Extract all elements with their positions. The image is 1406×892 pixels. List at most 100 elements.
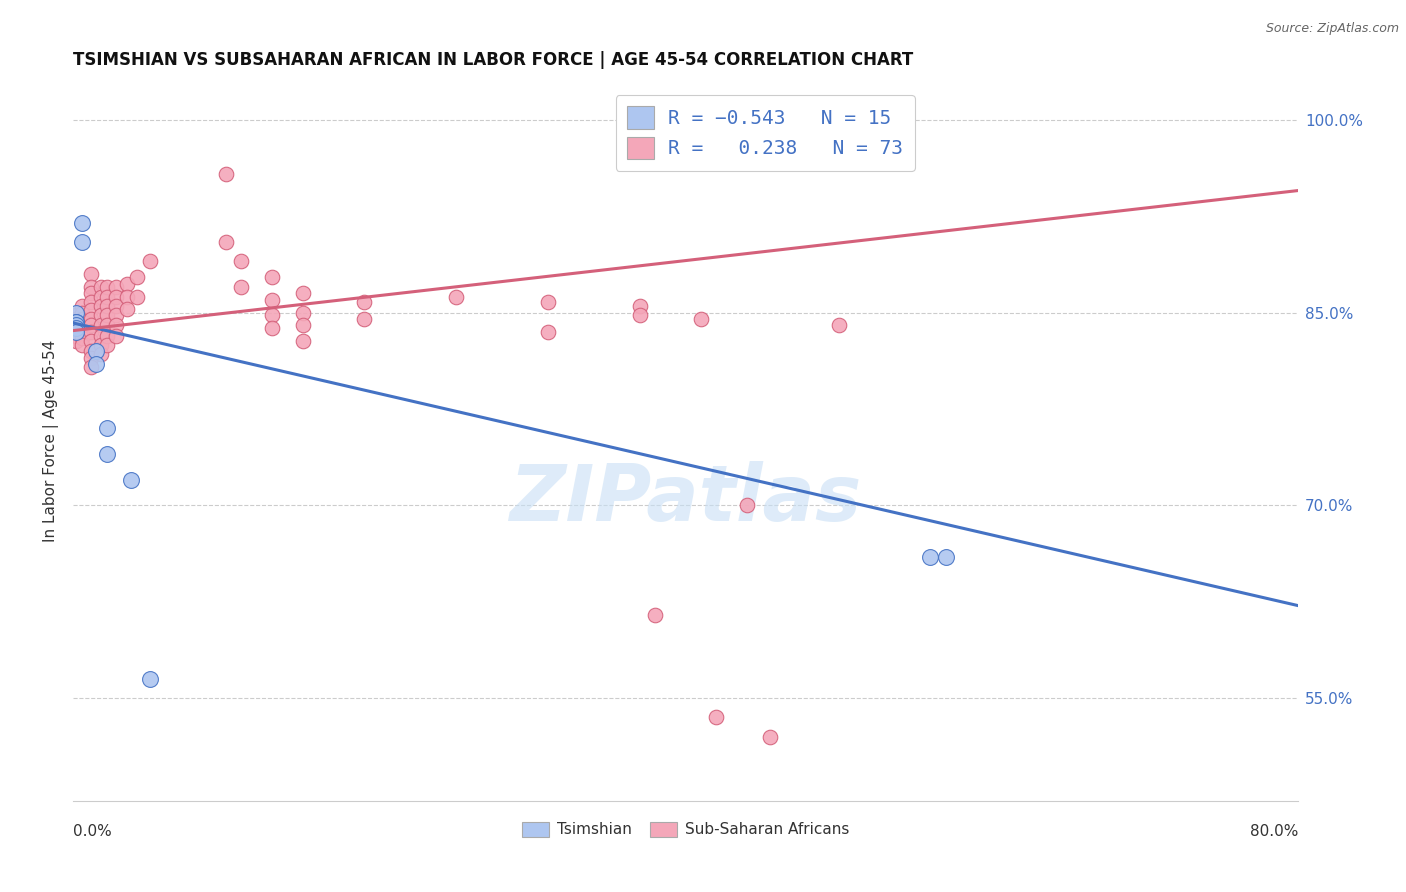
Point: [127, 290, 149, 304]
Point: [80, 334, 103, 348]
Point: [90, 280, 112, 294]
Point: [353, 295, 375, 310]
Point: [70, 305, 93, 319]
Point: [291, 318, 314, 333]
Text: ZIPatlas: ZIPatlas: [509, 460, 862, 537]
Y-axis label: In Labor Force | Age 45-54: In Labor Force | Age 45-54: [44, 340, 59, 542]
Point: [80, 303, 103, 318]
Point: [70, 216, 93, 230]
Point: [291, 334, 314, 348]
Point: [80, 325, 103, 339]
Point: [70, 337, 93, 351]
Point: [735, 499, 758, 513]
Point: [96, 447, 118, 461]
Point: [80, 286, 103, 301]
Point: [96, 318, 118, 333]
Point: [96, 280, 118, 294]
Point: [704, 710, 727, 724]
Point: [65, 315, 87, 329]
Point: [65, 315, 87, 329]
Point: [80, 351, 103, 365]
Point: [65, 328, 87, 343]
Point: [70, 318, 93, 333]
Point: [84, 357, 107, 371]
Point: [70, 331, 93, 345]
Point: [80, 280, 103, 294]
Point: [644, 607, 666, 622]
Text: 0.0%: 0.0%: [73, 824, 111, 839]
Legend: Tsimshian, Sub-Saharan Africans: Tsimshian, Sub-Saharan Africans: [516, 815, 855, 844]
Point: [138, 254, 160, 268]
Point: [90, 308, 112, 322]
Point: [96, 421, 118, 435]
Point: [215, 235, 238, 249]
Point: [90, 318, 112, 333]
Point: [537, 295, 560, 310]
Point: [65, 305, 87, 319]
Point: [90, 347, 112, 361]
Point: [70, 235, 93, 249]
Point: [96, 328, 118, 343]
Point: [80, 312, 103, 326]
Text: Source: ZipAtlas.com: Source: ZipAtlas.com: [1265, 22, 1399, 36]
Point: [231, 254, 253, 268]
Point: [827, 318, 849, 333]
Point: [65, 318, 87, 333]
Point: [90, 337, 112, 351]
Point: [65, 318, 87, 333]
Point: [920, 549, 942, 564]
Point: [537, 325, 560, 339]
Point: [444, 290, 467, 304]
Point: [215, 167, 238, 181]
Point: [65, 325, 87, 339]
Point: [90, 299, 112, 313]
Point: [260, 308, 283, 322]
Point: [104, 299, 127, 313]
Point: [84, 344, 107, 359]
Point: [65, 325, 87, 339]
Point: [70, 325, 93, 339]
Point: [80, 295, 103, 310]
Point: [104, 290, 127, 304]
Point: [104, 280, 127, 294]
Point: [104, 318, 127, 333]
Point: [231, 280, 253, 294]
Point: [80, 267, 103, 281]
Point: [80, 344, 103, 359]
Point: [260, 269, 283, 284]
Point: [353, 312, 375, 326]
Point: [115, 277, 138, 292]
Point: [65, 315, 87, 329]
Point: [260, 293, 283, 307]
Point: [935, 549, 957, 564]
Point: [96, 299, 118, 313]
Point: [127, 269, 149, 284]
Point: [291, 305, 314, 319]
Point: [65, 308, 87, 322]
Point: [90, 328, 112, 343]
Point: [120, 473, 142, 487]
Point: [65, 321, 87, 335]
Point: [65, 321, 87, 335]
Point: [80, 359, 103, 374]
Point: [291, 286, 314, 301]
Point: [628, 299, 651, 313]
Point: [96, 308, 118, 322]
Point: [628, 308, 651, 322]
Point: [115, 301, 138, 316]
Point: [104, 328, 127, 343]
Point: [115, 290, 138, 304]
Point: [138, 672, 160, 686]
Point: [90, 290, 112, 304]
Point: [260, 321, 283, 335]
Point: [758, 730, 780, 744]
Text: 80.0%: 80.0%: [1250, 824, 1298, 839]
Point: [70, 312, 93, 326]
Point: [80, 318, 103, 333]
Point: [96, 337, 118, 351]
Point: [65, 334, 87, 348]
Point: [65, 312, 87, 326]
Point: [104, 308, 127, 322]
Text: TSIMSHIAN VS SUBSAHARAN AFRICAN IN LABOR FORCE | AGE 45-54 CORRELATION CHART: TSIMSHIAN VS SUBSAHARAN AFRICAN IN LABOR…: [73, 51, 914, 69]
Point: [96, 290, 118, 304]
